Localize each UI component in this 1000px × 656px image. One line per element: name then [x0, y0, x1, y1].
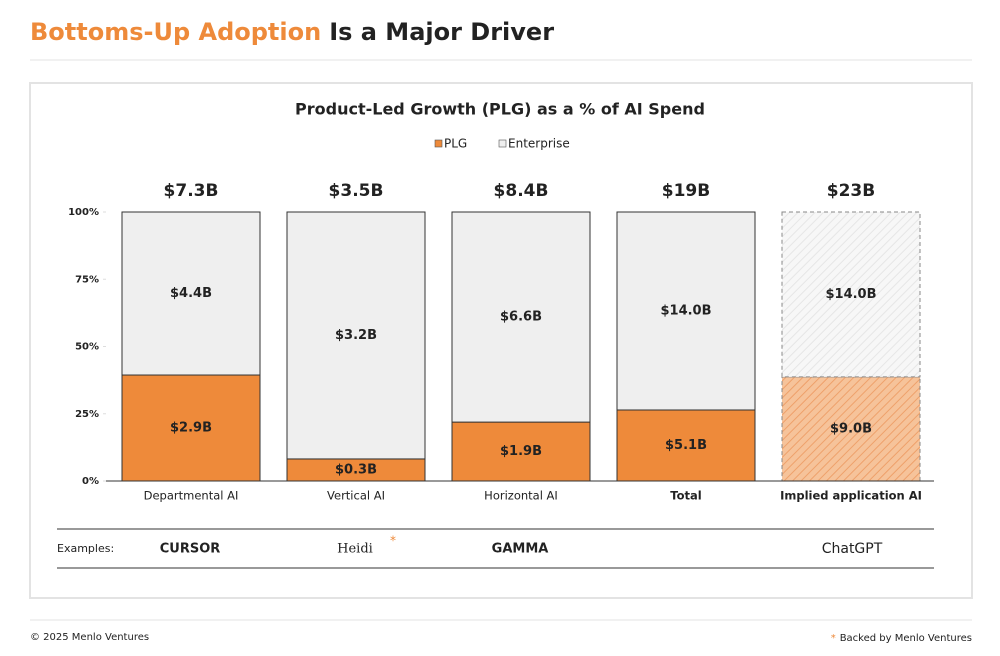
x-tick-label: Horizontal AI	[484, 489, 558, 503]
bar-total: $7.3B	[164, 181, 219, 201]
segment-label: $9.0B	[830, 421, 872, 436]
bar-total: $8.4B	[494, 181, 549, 201]
footnote: * Backed by Menlo Ventures	[831, 633, 972, 644]
example-logo: ChatGPT	[822, 541, 883, 557]
bar-segment	[121, 211, 261, 376]
example-logo: Heidi	[337, 542, 373, 557]
y-tick-label: 0%	[82, 476, 99, 487]
segment-label: $14.0B	[660, 303, 711, 318]
legend-label: Enterprise	[508, 137, 570, 151]
x-tick-label: Total	[670, 489, 701, 503]
x-tick-label: Departmental AI	[144, 489, 239, 503]
slide-title: Bottoms-Up Adoption Is a Major Driver	[30, 18, 554, 46]
bar-segment	[286, 211, 426, 460]
segment-label: $2.9B	[170, 421, 212, 436]
segment-label: $5.1B	[665, 438, 707, 453]
segment-label: $4.4B	[170, 286, 212, 301]
footnote-marker: *	[831, 633, 836, 644]
legend-label: PLG	[444, 137, 467, 151]
bar-total: $3.5B	[329, 181, 384, 201]
y-tick-label: 25%	[75, 409, 99, 420]
bar-segment	[451, 211, 591, 423]
bar-total: $23B	[827, 181, 875, 201]
bar-segment	[616, 409, 756, 482]
segment-label: $3.2B	[335, 328, 377, 343]
copyright: © 2025 Menlo Ventures	[30, 632, 149, 643]
legend-swatch	[434, 139, 443, 148]
examples-label: Examples:	[57, 542, 114, 555]
example-marker: *	[390, 534, 396, 548]
y-tick-label: 50%	[75, 342, 99, 353]
bar-segment	[781, 376, 921, 482]
y-tick-label: 75%	[75, 274, 99, 285]
segment-label: $6.6B	[500, 310, 542, 325]
bar-segment	[781, 211, 921, 378]
title-highlight: Bottoms-Up Adoption	[30, 18, 321, 46]
y-tick-label: 100%	[68, 207, 99, 218]
bar-segment	[616, 211, 756, 411]
segment-label: $0.3B	[335, 462, 377, 477]
example-logo: CURSOR	[160, 542, 221, 557]
segment-label: $14.0B	[825, 287, 876, 302]
chart-title: Product-Led Growth (PLG) as a % of AI Sp…	[295, 100, 705, 119]
x-tick-label: Implied application AI	[780, 489, 922, 503]
bar-total: $19B	[662, 181, 710, 201]
title-rest: Is a Major Driver	[329, 18, 554, 46]
example-logo: GAMMA	[492, 542, 549, 557]
x-tick-label: Vertical AI	[327, 489, 385, 503]
segment-label: $1.9B	[500, 444, 542, 459]
footnote-text: Backed by Menlo Ventures	[840, 633, 972, 644]
legend-swatch	[498, 139, 507, 148]
